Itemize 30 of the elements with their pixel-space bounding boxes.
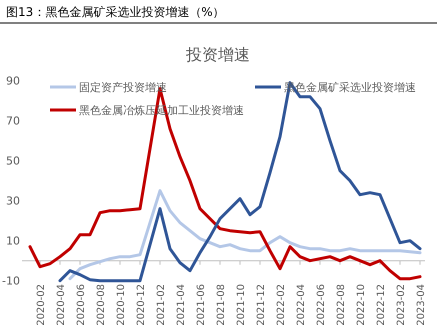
y-tick-label: -10: [2, 274, 20, 288]
x-tick-label: 2022-12: [376, 284, 387, 326]
x-tick-label: 2021-04: [176, 284, 187, 326]
x-tick-label: 2020-04: [56, 284, 67, 326]
y-tick-label: 90: [6, 74, 20, 88]
x-tick-label: 2020-02: [36, 284, 47, 326]
x-tick-label: 2020-06: [76, 284, 87, 326]
y-tick-label: 30: [6, 194, 20, 208]
line-series: [68, 189, 422, 280]
x-tick-label: 2020-10: [116, 284, 127, 326]
chart-title: 图13：黑色金属矿采选业投资增速（%）: [6, 5, 225, 19]
x-tick-label: 2022-10: [356, 284, 367, 326]
x-tick-label: 2021-02: [156, 284, 167, 326]
legend-label: 固定资产投资增速: [79, 81, 167, 94]
y-tick-label: 70: [6, 114, 20, 128]
y-tick-label: 10: [6, 234, 20, 248]
x-tick-label: 2020-08: [96, 284, 107, 326]
x-tick-label: 2022-06: [316, 284, 327, 326]
x-tick-label: 2022-04: [296, 284, 307, 326]
y-tick-label: 50: [6, 154, 20, 168]
x-tick-label: 2021-12: [256, 284, 267, 326]
x-tick-label: 2023-04: [416, 284, 427, 326]
x-tick-label: 2020-12: [136, 284, 147, 326]
x-tick-label: 2023-02: [396, 284, 407, 326]
x-tick-label: 2021-08: [216, 284, 227, 326]
x-tick-label: 2022-02: [276, 284, 287, 326]
x-tick-label: 2022-08: [336, 284, 347, 326]
chart-subtitle: 投资增速: [185, 45, 250, 64]
x-tick-label: 2021-10: [236, 284, 247, 326]
x-tick-label: 2021-06: [196, 284, 207, 326]
